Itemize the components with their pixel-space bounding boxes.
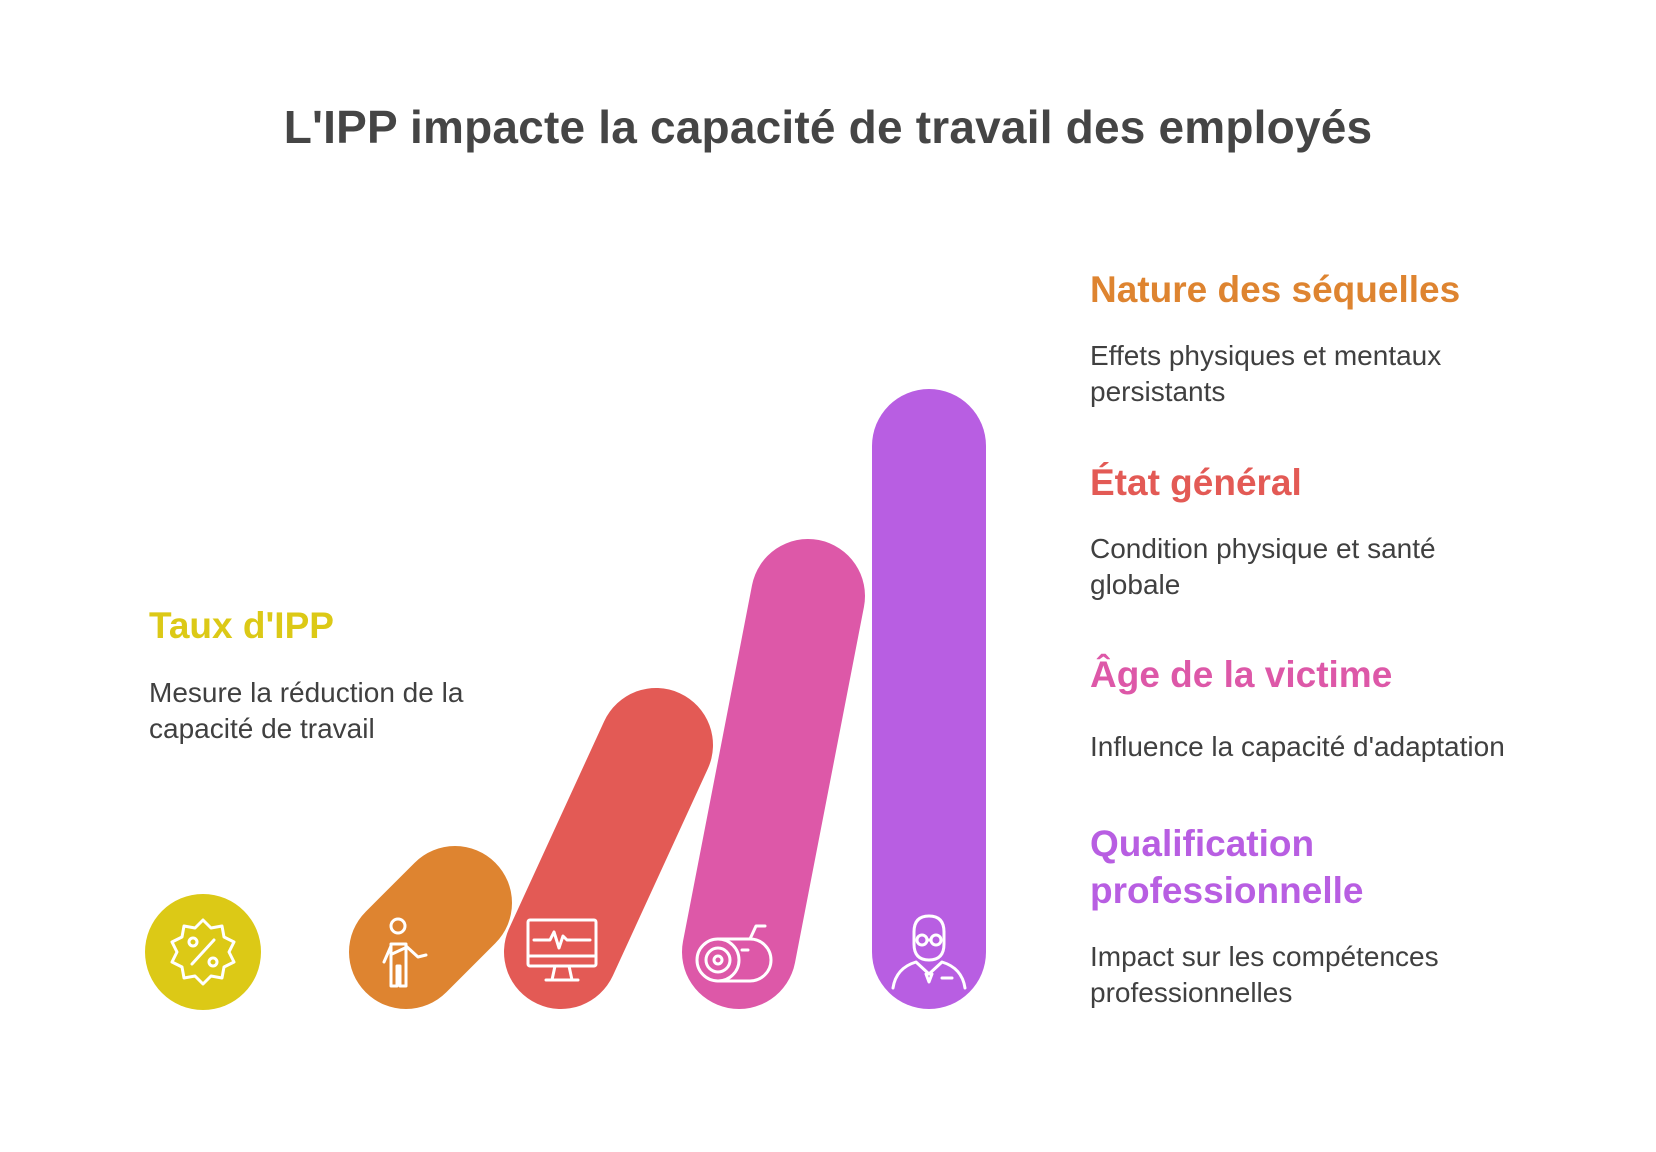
desc-nature-des-sequelles: Effets physiques et mentaux persistants [1090, 340, 1442, 407]
heading-age-de-la-victime: Âge de la victime [1090, 654, 1393, 695]
desc-age-de-la-victime: Influence la capacité d'adaptation [1090, 731, 1505, 762]
heading-etat-general: État général [1090, 462, 1302, 503]
heading-taux-ipp: Taux d'IPP [149, 605, 334, 646]
professional-person-icon [891, 914, 967, 990]
page-title: L'IPP impacte la capacité de travail des… [283, 101, 1373, 153]
injured-person-icon [382, 917, 428, 988]
tape-measure-icon [695, 924, 773, 983]
health-monitor-icon [526, 918, 598, 982]
desc-taux-ipp: Mesure la réduction de la capacité de tr… [149, 677, 464, 744]
heading-qualification-professionnelle: Qualification professionnelle [1090, 823, 1364, 911]
desc-qualification-professionnelle: Impact sur les compétences professionnel… [1090, 941, 1439, 1008]
bar-age-de-la-victime [682, 539, 865, 1009]
heading-nature-des-sequelles: Nature des séquelles [1090, 269, 1461, 310]
percent-badge-icon [170, 918, 236, 986]
bar-nature-des-sequelles [349, 846, 512, 1009]
desc-etat-general: Condition physique et santé globale [1090, 533, 1436, 600]
bar-etat-general [504, 688, 713, 1009]
